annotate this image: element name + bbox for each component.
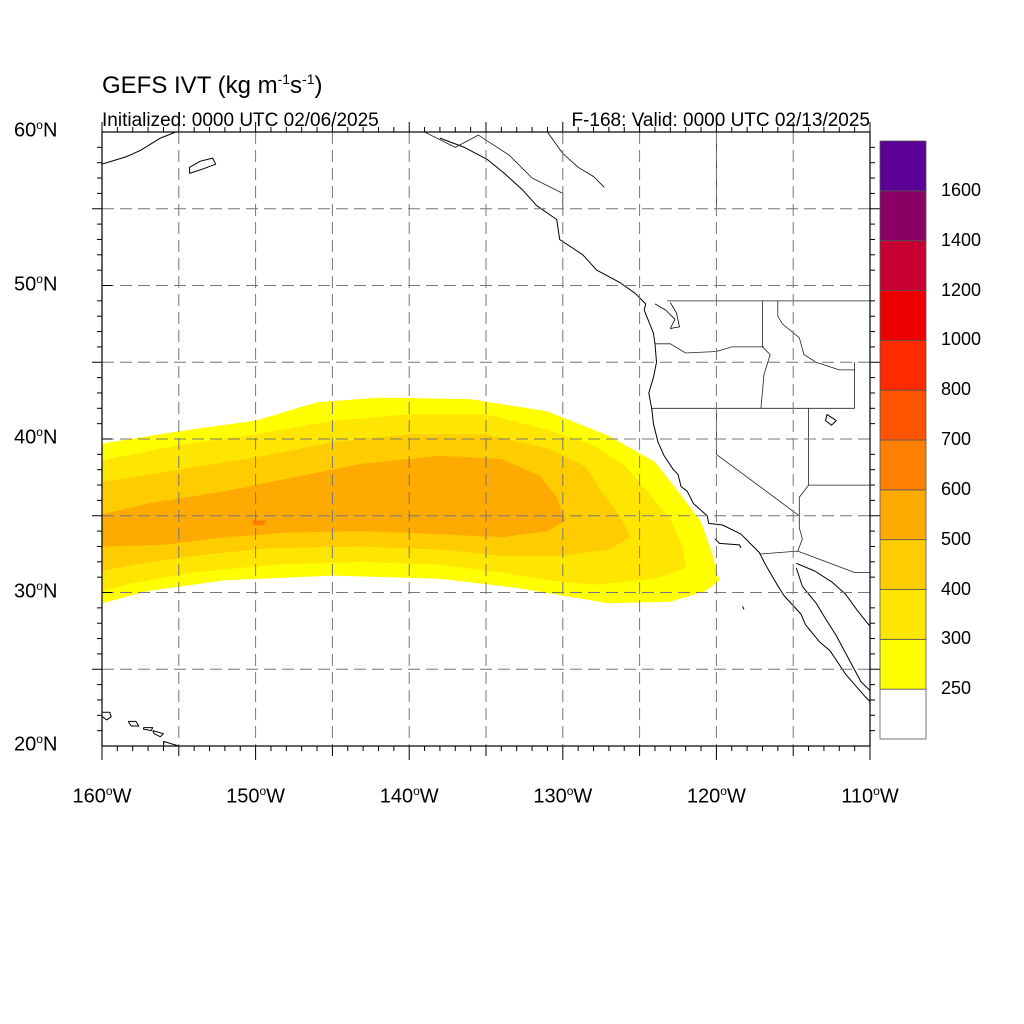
colorbar-label: 800 xyxy=(941,379,972,400)
lat-label-30: 30oN xyxy=(14,578,58,603)
lat-label-40: 40oN xyxy=(14,425,58,449)
ivt-region-500 xyxy=(102,455,566,547)
ivt-field-layer xyxy=(102,397,720,604)
political-border-9 xyxy=(777,300,855,371)
guadalupe-island xyxy=(742,606,745,610)
hawaii-island-0 xyxy=(102,711,112,721)
political-border-6 xyxy=(798,408,809,516)
chart-title: GEFS IVT (kg m-1s-1) xyxy=(102,71,323,99)
lon-label-130: 130oW xyxy=(533,784,593,808)
channel-islands xyxy=(714,538,742,549)
colorbar-swatch xyxy=(879,539,927,590)
plot-frame xyxy=(101,131,871,747)
lon-label-150: 150oW xyxy=(226,784,286,808)
colorbar-swatch xyxy=(879,688,927,740)
colorbar-swatch xyxy=(879,439,927,491)
political-border-10 xyxy=(424,132,564,209)
axis-ticks xyxy=(92,122,880,760)
lat-label-20: 20oN xyxy=(14,732,58,756)
colorbar-swatch xyxy=(879,140,927,192)
hawaii-island-1 xyxy=(127,720,140,727)
kodiak-island xyxy=(189,157,217,174)
colorbar-swatch xyxy=(879,489,927,541)
colorbar xyxy=(879,140,927,740)
colorbar-swatch xyxy=(879,240,927,291)
colorbar-label: 1400 xyxy=(941,229,982,250)
hawaii-island-4 xyxy=(162,740,180,746)
colorbar-swatch xyxy=(879,389,927,441)
coastline-west xyxy=(439,137,870,702)
political-border-5 xyxy=(759,550,870,573)
colorbar-label: 1000 xyxy=(941,329,982,350)
initialized-time: Initialized: 0000 UTC 02/06/2025 xyxy=(102,110,379,131)
gridlines xyxy=(102,132,870,746)
hawaii-island-2 xyxy=(143,727,154,732)
coastline-bc-north xyxy=(547,132,605,188)
lat-label-50: 50oN xyxy=(14,271,58,296)
colorbar-swatch xyxy=(879,589,927,640)
colorbar-label: 300 xyxy=(941,628,972,649)
colorbar-label: 700 xyxy=(941,429,972,449)
coastline-baja-east xyxy=(795,567,870,692)
colorbar-swatch xyxy=(879,190,927,242)
lon-label-140: 140oW xyxy=(379,784,439,808)
colorbar-label: 1600 xyxy=(941,179,982,200)
colorbar-swatch xyxy=(879,638,927,690)
lon-label-160: 160oW xyxy=(72,784,132,808)
coastline-alaska xyxy=(102,132,176,165)
colorbar-label: 600 xyxy=(941,478,972,499)
political-border-4 xyxy=(716,408,803,552)
political-border-1 xyxy=(655,343,764,354)
political-border-2 xyxy=(760,300,771,409)
hawaii-island-3 xyxy=(152,730,164,738)
lon-label-110: 110oW xyxy=(841,784,899,808)
great-salt-lake xyxy=(825,413,837,426)
colorbar-label: 1200 xyxy=(941,279,982,300)
lon-label-120: 120oW xyxy=(686,784,746,808)
valid-time: F-168: Valid: 0000 UTC 02/13/2025 xyxy=(571,110,870,131)
colorbar-swatch xyxy=(879,290,927,341)
coastline-mexico xyxy=(796,562,870,627)
puget-sound xyxy=(654,302,680,329)
colorbar-label: 500 xyxy=(941,528,972,549)
lat-label-60: 60oN xyxy=(14,118,58,142)
colorbar-label: 250 xyxy=(941,678,972,699)
colorbar-label: 400 xyxy=(941,578,972,599)
ivt-region-600 xyxy=(252,520,265,525)
colorbar-swatch xyxy=(879,339,927,391)
